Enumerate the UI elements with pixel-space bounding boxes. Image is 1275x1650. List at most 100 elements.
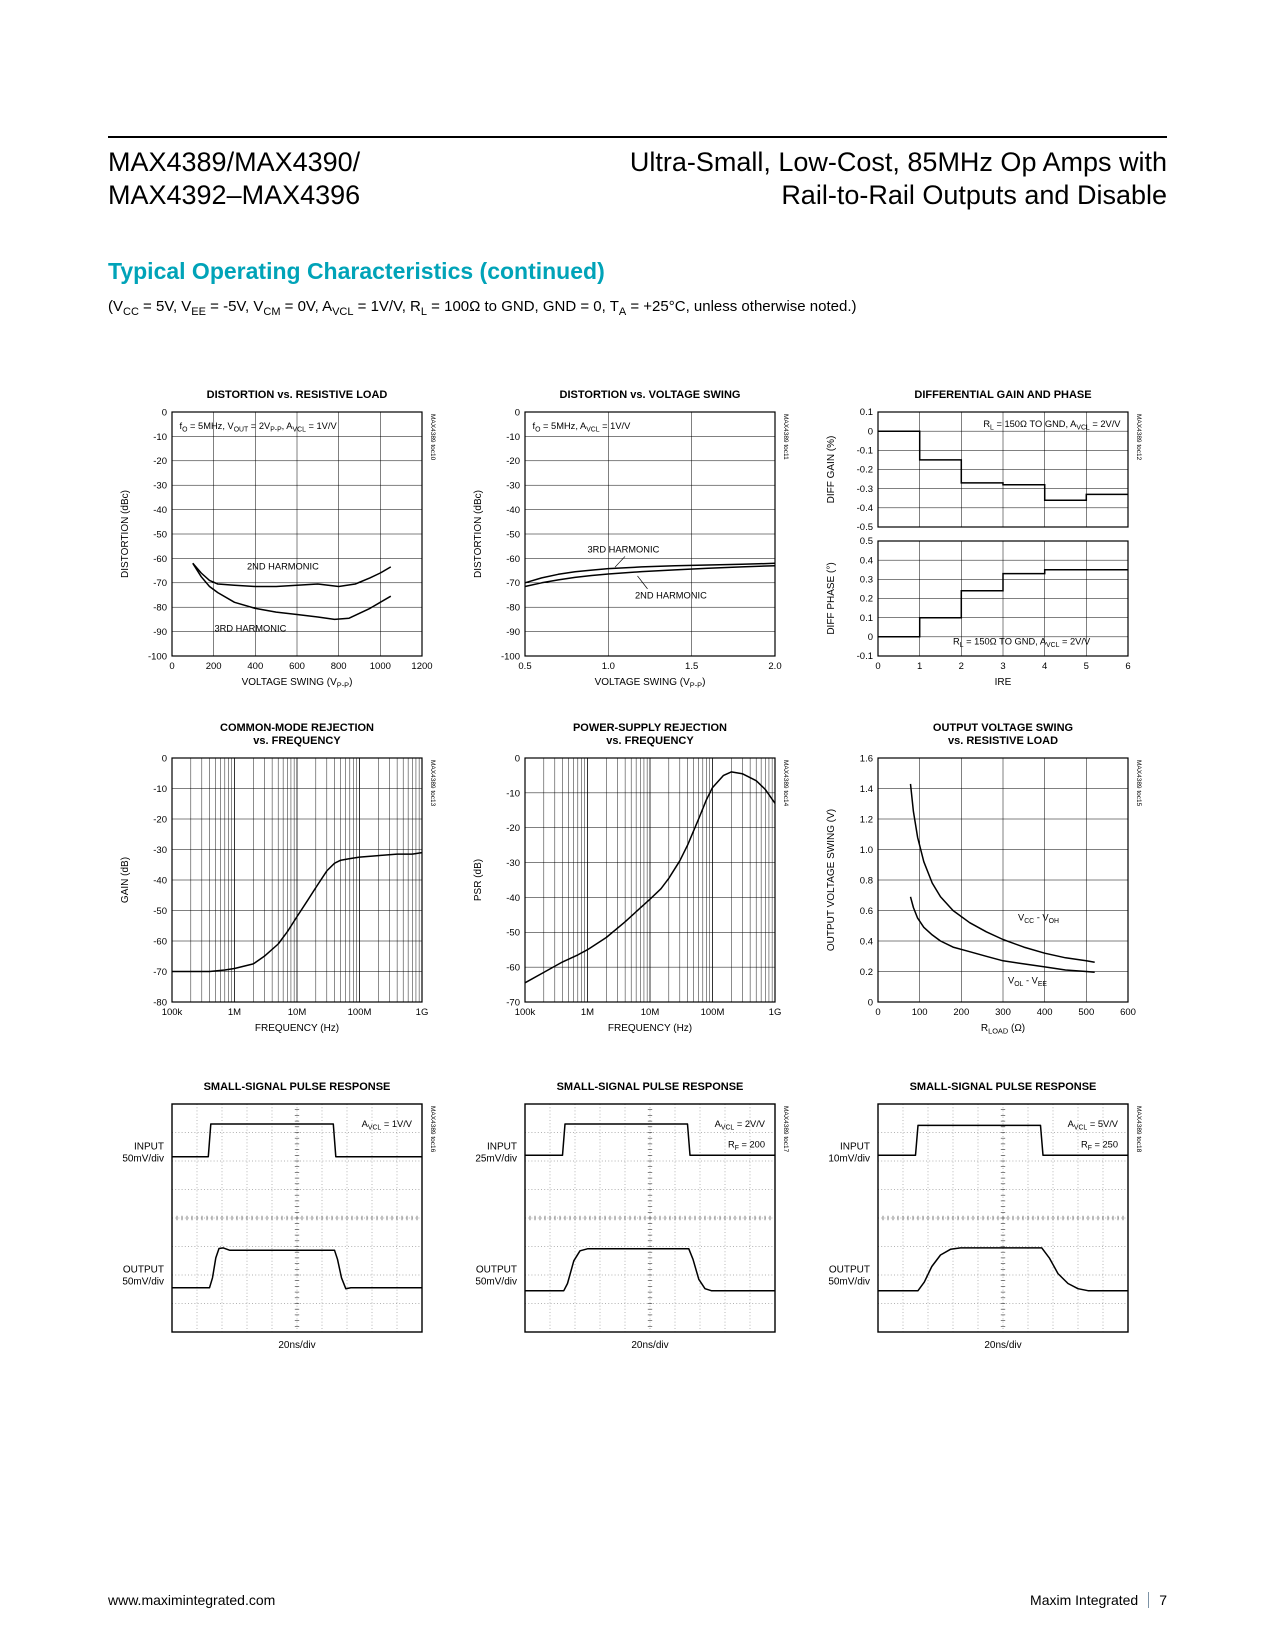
svg-text:-0.3: -0.3 (857, 484, 873, 495)
svg-text:-0.1: -0.1 (857, 445, 873, 456)
svg-text:0: 0 (868, 997, 873, 1008)
svg-text:3: 3 (1000, 661, 1005, 672)
doc-title-line-1: Ultra-Small, Low-Cost, 85MHz Op Amps wit… (629, 147, 1167, 177)
svg-text:1: 1 (917, 661, 922, 672)
svg-text:-80: -80 (506, 602, 520, 613)
svg-text:0.3: 0.3 (860, 574, 873, 585)
svg-text:0.2: 0.2 (860, 967, 873, 978)
svg-text:1.6: 1.6 (860, 753, 873, 764)
svg-text:6: 6 (1125, 661, 1130, 672)
page-footer: www.maximintegrated.com Maxim Integrated… (108, 1592, 1167, 1608)
part-numbers: MAX4389/MAX4390/ MAX4392–MAX4396 (108, 146, 360, 212)
svg-text:-60: -60 (153, 936, 167, 947)
svg-text:300: 300 (995, 1007, 1011, 1018)
svg-text:0: 0 (162, 407, 167, 418)
svg-text:0.2: 0.2 (860, 594, 873, 605)
svg-text:-60: -60 (153, 554, 167, 565)
trace-input (878, 1124, 1128, 1156)
part-line-1: MAX4389/MAX4390/ (108, 147, 361, 177)
svg-text:0.5: 0.5 (860, 536, 873, 547)
chart-svg-small-signal-pulse-response-1: SMALL-SIGNAL PULSE RESPONSEINPUT50mV/div… (122, 1081, 436, 1351)
svg-text:1G: 1G (416, 1007, 429, 1018)
time-per-div-label: 20ns/div (631, 1340, 668, 1351)
svg-text:0: 0 (875, 661, 880, 672)
svg-text:400: 400 (1037, 1007, 1053, 1018)
series-vcc-voh (909, 783, 1095, 963)
series-2nd-harmonic (524, 564, 776, 588)
svg-text:-10: -10 (153, 432, 167, 443)
series-2nd-harmonic (192, 562, 392, 588)
series-vol-vee (909, 896, 1095, 973)
x-axis-label: VOLTAGE SWING (VP-P) (595, 677, 706, 690)
svg-text:1.4: 1.4 (860, 784, 873, 795)
svg-text:-40: -40 (506, 893, 520, 904)
chart-pulse-response-3: SMALL-SIGNAL PULSE RESPONSE INPUT 10mV/div… (814, 1056, 1167, 1358)
chart-title: OUTPUT VOLTAGE SWING (933, 722, 1073, 734)
scope-channel-label: INPUT (840, 1141, 870, 1152)
svg-text:1G: 1G (769, 1007, 782, 1018)
annotation-leader (637, 575, 648, 589)
svg-text:1.2: 1.2 (860, 814, 873, 825)
svg-text:1.0: 1.0 (860, 845, 873, 856)
svg-text:-50: -50 (153, 906, 167, 917)
chart-title: DISTORTION vs. RESISTIVE LOAD (207, 389, 388, 401)
footer-brand: Maxim Integrated (1030, 1592, 1139, 1608)
y-axis-label: DIFF PHASE (°) (826, 562, 837, 634)
grid (878, 540, 1128, 656)
svg-text:-0.1: -0.1 (857, 651, 873, 662)
scope-channel-label: 50mV/div (122, 1277, 164, 1288)
chart-title: SMALL-SIGNAL PULSE RESPONSE (204, 1081, 391, 1093)
svg-text:-60: -60 (506, 962, 520, 973)
chart-title: vs. FREQUENCY (253, 735, 341, 747)
toc-label: MAX4389 toc18 (1135, 1106, 1142, 1153)
svg-text:-20: -20 (506, 456, 520, 467)
series-3rd-harmonic (192, 562, 392, 621)
part-line-2: MAX4392–MAX4396 (108, 179, 361, 210)
series-cmr (172, 851, 423, 973)
plot-border (877, 540, 1129, 657)
chart-title: DISTORTION vs. VOLTAGE SWING (560, 389, 741, 401)
svg-text:0.5: 0.5 (518, 661, 531, 672)
scope-channel-label: INPUT (487, 1141, 517, 1152)
graticule-ticks (877, 1103, 1129, 1333)
chart-title: DIFFERENTIAL GAIN AND PHASE (914, 389, 1091, 401)
svg-text:-10: -10 (506, 432, 520, 443)
footer-page-number: 7 (1159, 1592, 1167, 1608)
svg-text:600: 600 (289, 661, 305, 672)
plot-border (171, 411, 423, 657)
annotation: AVCL = 1V/V (362, 1119, 413, 1132)
svg-text:-30: -30 (506, 480, 520, 491)
svg-text:1M: 1M (581, 1007, 594, 1018)
svg-text:-50: -50 (506, 529, 520, 540)
svg-text:1200: 1200 (411, 661, 432, 672)
toc-label: MAX4389 toc11 (782, 414, 789, 460)
time-per-div-label: 20ns/div (984, 1340, 1021, 1351)
svg-text:0: 0 (868, 632, 873, 643)
svg-text:-50: -50 (506, 928, 520, 939)
scope-channel-label: 50mV/div (475, 1277, 517, 1288)
plot-border (877, 411, 1129, 528)
trace-input (525, 1123, 775, 1156)
footer-separator (1148, 1592, 1150, 1608)
grid (878, 411, 1128, 527)
toc-label: MAX4389 toc16 (429, 1106, 436, 1153)
svg-text:-80: -80 (153, 602, 167, 613)
svg-text:-80: -80 (153, 997, 167, 1008)
annotation-leader (614, 556, 626, 568)
scope-channel-label: 50mV/div (122, 1153, 164, 1164)
svg-text:0: 0 (169, 661, 174, 672)
tick-labels: 100k 1M 10M 100M 1G 0 -10 -20 -30 -40 -50 -60 -70 (506, 753, 781, 1018)
y-axis-label: DISTORTION (dBc) (120, 490, 131, 578)
svg-text:-60: -60 (506, 554, 520, 565)
toc-label: MAX4389 toc10 (429, 414, 436, 461)
toc-label: MAX4389 toc12 (1135, 414, 1142, 461)
svg-text:100k: 100k (162, 1007, 183, 1018)
svg-text:-90: -90 (506, 627, 520, 638)
svg-text:-90: -90 (153, 627, 167, 638)
tick-labels: 0 100 200 300 400 500 600 0 0.2 0.4 0.6 0.8 1.0 1.2 1.… (860, 753, 1136, 1018)
y-axis-label: DISTORTION (dBc) (473, 490, 484, 578)
svg-text:-70: -70 (153, 578, 167, 589)
chart-svg-small-signal-pulse-response-2: SMALL-SIGNAL PULSE RESPONSE INPUT25mV/div… (475, 1081, 789, 1351)
annotation: fO = 5MHz, AVCL = 1V/V (533, 421, 632, 434)
